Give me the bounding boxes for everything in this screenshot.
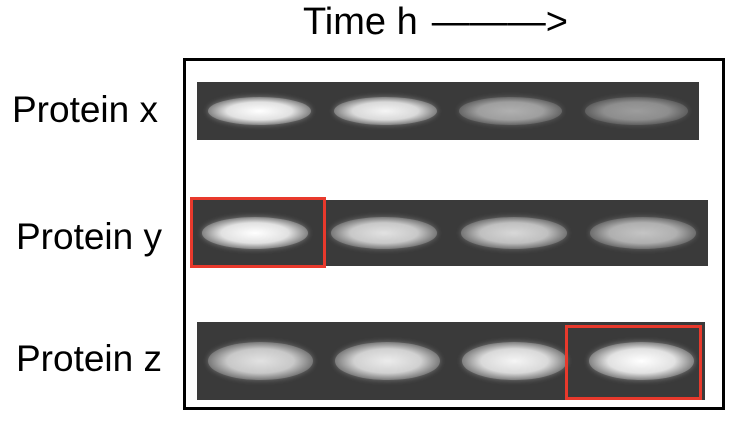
row-label-protein-y: Protein y: [16, 216, 163, 257]
band-row-2-lane-3: [460, 217, 567, 249]
row-label-protein-x: Protein x: [12, 89, 159, 130]
time-arrow-icon: ———>: [431, 0, 568, 43]
band-row-2-lane-4: [590, 217, 697, 249]
highlight-box-1: [190, 197, 326, 268]
row-label-protein-z: Protein z: [16, 338, 163, 379]
band-row-3-lane-2: [335, 342, 440, 380]
band-row-3-lane-4: [589, 342, 694, 380]
highlight-box-2: [565, 325, 702, 400]
time-label: Time h: [303, 0, 418, 43]
band-row-1-lane-4: [584, 97, 688, 125]
band-row-3-lane-1: [208, 342, 313, 380]
band-row-1-lane-1: [208, 97, 312, 125]
band-row-1-lane-2: [333, 97, 437, 125]
band-row-2-lane-2: [331, 217, 438, 249]
band-row-3-lane-3: [462, 342, 567, 380]
time-axis-header: Time h ———>: [303, 0, 568, 44]
band-row-1-lane-3: [459, 97, 563, 125]
band-row-2-lane-1: [201, 217, 308, 249]
